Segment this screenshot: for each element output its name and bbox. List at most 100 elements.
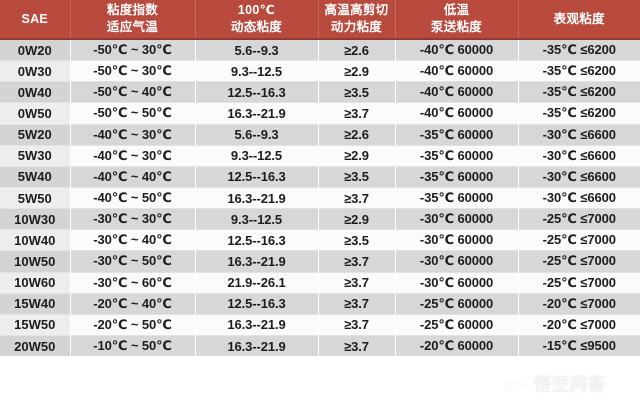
table-row: 5W30 -40℃ ~ 30℃ 9.3--12.5 ≥2.9 -35℃ 60000 -30… [0,145,640,167]
cell-sae: 5W50 [0,187,71,209]
cell-hths-viscosity: ≥3.7 [318,250,396,273]
header-line-1: 100℃ [237,3,276,17]
cell-temperature-range: -50℃ ~ 30℃ [70,60,196,82]
cell-apparent-viscosity: -35℃ ≤6200 [518,81,640,103]
cell-temperature-range: -10℃ ~ 50℃ [70,335,196,357]
cell-apparent-viscosity: -25℃ ≤7000 [518,272,640,294]
cell-dynamic-viscosity: 16.3--21.9 [195,335,319,357]
cell-temperature-range: -50℃ ~ 50℃ [70,102,196,125]
cell-pumping-viscosity: -30℃ 60000 [395,208,519,230]
cell-hths-viscosity: ≥2.6 [318,39,396,61]
cell-sae: 10W40 [0,229,71,251]
table-row: 5W20 -40℃ ~ 30℃ 5.6--9.3 ≥2.6 -35℃ 60000 -30℃… [0,124,640,146]
cell-pumping-viscosity: -35℃ 60000 [395,187,519,209]
header-line-2: 适应气温 [106,20,159,34]
header-line-1: 低温 [443,3,470,17]
cell-sae: 5W30 [0,145,71,167]
cell-pumping-viscosity: -30℃ 60000 [395,272,519,294]
cell-dynamic-viscosity: 12.5--16.3 [195,166,319,188]
cell-pumping-viscosity: -25℃ 60000 [395,293,519,315]
cell-apparent-viscosity: -25℃ ≤7000 [518,229,640,251]
cell-sae: 5W40 [0,166,71,188]
table-row: 10W40 -30℃ ~ 40℃ 12.5--16.3 ≥3.5 -30℃ 60000-… [0,229,640,251]
cell-temperature-range: -40℃ ~ 30℃ [70,145,196,167]
cell-dynamic-viscosity: 21.9--26.1 [195,272,319,294]
header-row: SAE 粘度指数 适应气温 100℃ 动态粘度 高温高剪切 动力粘度 低温 [0,0,640,39]
cell-pumping-viscosity: -30℃ 60000 [395,250,519,273]
header-line-2: 动力粘度 [330,20,383,34]
cell-apparent-viscosity: -30℃ ≤6600 [518,124,640,146]
cell-dynamic-viscosity: 16.3--21.9 [195,250,319,273]
cell-sae: 10W50 [0,250,71,273]
column-header-sae: SAE [0,0,71,39]
column-header-dynamic-viscosity-100c: 100℃ 动态粘度 [195,0,319,39]
cell-temperature-range: -40℃ ~ 40℃ [70,166,196,188]
cell-pumping-viscosity: -35℃ 60000 [395,166,519,188]
cell-hths-viscosity: ≥3.5 [318,81,396,103]
cell-pumping-viscosity: -30℃ 60000 [395,229,519,251]
watermark-text: 悟空问答 [534,375,606,394]
header-line-2: 动态粘度 [230,20,283,34]
cell-apparent-viscosity: -25℃ ≤7000 [518,208,640,230]
cell-hths-viscosity: ≥3.5 [318,166,396,188]
cell-pumping-viscosity: -35℃ 60000 [395,145,519,167]
cell-pumping-viscosity: -40℃ 60000 [395,39,519,61]
column-header-apparent-viscosity: 表观粘度 [518,0,640,39]
watermark: 悟空问答 [504,372,636,398]
cell-apparent-viscosity: -30℃ ≤6600 [518,145,640,167]
cell-pumping-viscosity: -25℃ 60000 [395,314,519,336]
table-row: 5W40 -40℃ ~ 40℃ 12.5--16.3 ≥3.5 -35℃ 60000 -3… [0,166,640,188]
table-row: 15W40 -20℃ ~ 40℃ 12.5--16.3 ≥3.7 -25℃ 60000-… [0,293,640,315]
cell-hths-viscosity: ≥3.7 [318,335,396,357]
table-row: 10W60 -30℃ ~ 60℃ 21.9--26.1 ≥3.7 -30℃ 60000-… [0,272,640,294]
header-line-1: 高温高剪切 [324,3,389,17]
cell-hths-viscosity: ≥2.9 [318,208,396,230]
cell-dynamic-viscosity: 5.6--9.3 [195,124,319,146]
cell-sae: 0W50 [0,102,71,125]
cell-apparent-viscosity: -20℃ ≤7000 [518,293,640,315]
cell-sae: 10W30 [0,208,71,230]
cell-sae: 0W20 [0,39,71,61]
cell-temperature-range: -20℃ ~ 40℃ [70,293,196,315]
cell-dynamic-viscosity: 9.3--12.5 [195,60,319,82]
cell-sae: 15W40 [0,293,71,315]
column-header-hths-viscosity: 高温高剪切 动力粘度 [318,0,396,39]
cell-apparent-viscosity: -25℃ ≤7000 [518,250,640,273]
cell-sae: 0W30 [0,60,71,82]
cell-hths-viscosity: ≥2.6 [318,124,396,146]
cell-apparent-viscosity: -30℃ ≤6600 [518,166,640,188]
cell-hths-viscosity: ≥3.7 [318,102,396,125]
cell-temperature-range: -30℃ ~ 30℃ [70,208,196,230]
cell-sae: 5W20 [0,124,71,146]
cell-temperature-range: -40℃ ~ 50℃ [70,187,196,209]
cell-dynamic-viscosity: 16.3--21.9 [195,102,319,125]
table-row: 10W50 -30℃ ~ 50℃ 16.3--21.9 ≥3.7 -30℃ 60000-… [0,250,640,273]
table-row: 0W40 -50℃ ~ 40℃ 12.5--16.3 ≥3.5 -40℃ 60000 -3… [0,81,640,103]
table-row: 15W50 -20℃ ~ 50℃ 16.3--21.9 ≥3.7 -25℃ 60000-… [0,314,640,336]
cell-dynamic-viscosity: 16.3--21.9 [195,314,319,336]
cell-dynamic-viscosity: 5.6--9.3 [195,39,319,61]
cell-apparent-viscosity: -35℃ ≤6200 [518,39,640,61]
cell-pumping-viscosity: -20℃ 60000 [395,335,519,357]
table-row: 5W50 -40℃ ~ 50℃ 16.3--21.9 ≥3.7 -35℃ 60000 -3… [0,187,640,209]
table-row: 0W20 -50℃ ~ 30℃ 5.6--9.3 ≥2.6 -40℃ 60000 -35℃… [0,39,640,61]
cell-sae: 10W60 [0,272,71,294]
cell-pumping-viscosity: -40℃ 60000 [395,81,519,103]
column-header-viscosity-index: 粘度指数 适应气温 [70,0,196,39]
cell-hths-viscosity: ≥3.5 [318,229,396,251]
cell-temperature-range: -30℃ ~ 50℃ [70,250,196,273]
table-body: 0W20 -50℃ ~ 30℃ 5.6--9.3 ≥2.6 -40℃ 60000 -35℃… [0,39,640,357]
cell-temperature-range: -30℃ ~ 40℃ [70,229,196,251]
table-row: 0W30 -50℃ ~ 30℃ 9.3--12.5 ≥2.9 -40℃ 60000 -35… [0,60,640,82]
header-line-1: SAE [21,11,49,26]
cell-hths-viscosity: ≥2.9 [318,145,396,167]
cell-dynamic-viscosity: 12.5--16.3 [195,81,319,103]
cell-dynamic-viscosity: 9.3--12.5 [195,208,319,230]
cell-sae: 20W50 [0,335,71,357]
header-line-1: 表观粘度 [553,11,605,26]
cell-temperature-range: -40℃ ~ 30℃ [70,124,196,146]
cell-temperature-range: -50℃ ~ 40℃ [70,81,196,103]
cell-dynamic-viscosity: 12.5--16.3 [195,293,319,315]
cell-dynamic-viscosity: 9.3--12.5 [195,145,319,167]
cell-apparent-viscosity: -15℃ ≤9500 [518,335,640,357]
